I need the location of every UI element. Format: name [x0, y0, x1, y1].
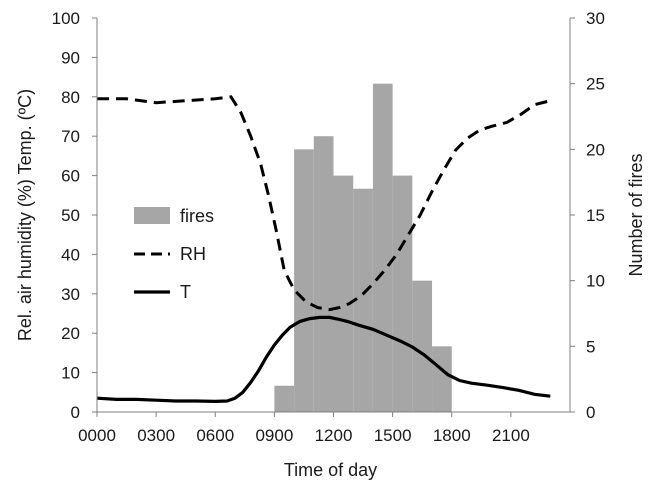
x-tick-label: 0600: [196, 426, 234, 445]
fires-bar: [313, 136, 334, 412]
x-tick-label: 1500: [374, 426, 412, 445]
x-tick-label: 0300: [137, 426, 175, 445]
left-y-tick-label: 80: [61, 88, 80, 107]
legend: fires RH T: [134, 206, 214, 302]
fires-bar: [294, 149, 314, 413]
right-y-tick-label: 25: [586, 75, 605, 94]
x-axis-title: Time of day: [284, 460, 377, 480]
right-y-tick-label: 20: [586, 140, 605, 159]
axes: 0 10 20 30 40 50 60 70 80 90 100 0 5 10 15 20 25 30 0000 03…: [52, 9, 605, 445]
right-y-tick-label: 5: [586, 337, 595, 356]
x-tick-label: 2100: [492, 426, 530, 445]
legend-label-rh: RH: [180, 244, 206, 264]
fires-bar: [392, 175, 413, 412]
fires-bar: [432, 346, 452, 412]
legend-label-fires: fires: [180, 206, 214, 226]
left-y-tick-label: 100: [52, 9, 80, 28]
fires-bar: [412, 280, 433, 412]
right-y-tick-label: 10: [586, 272, 605, 291]
left-y-tick-label: 10: [61, 364, 80, 383]
legend-label-t: T: [180, 282, 191, 302]
fires-bar: [333, 175, 354, 412]
left-y-tick-label: 30: [61, 285, 80, 304]
rh-series-line: [97, 95, 551, 312]
left-y-tick-label: 50: [61, 206, 80, 225]
t-series-line: [96, 315, 551, 404]
right-y-axis-title: Number of fires: [626, 153, 646, 276]
fires-bars: [274, 83, 452, 413]
fires-bar: [353, 188, 373, 412]
x-tick-label: 0900: [255, 426, 293, 445]
right-y-tick-label: 30: [586, 9, 605, 28]
fires-bar: [274, 385, 295, 412]
x-tick-label: 0000: [78, 426, 116, 445]
left-y-tick-label: 60: [61, 167, 80, 186]
x-tick-label: 1800: [433, 426, 471, 445]
right-y-tick-label: 0: [586, 403, 595, 422]
right-y-tick-label: 15: [586, 206, 605, 225]
left-y-axis-title: Rel. air humidity (%) Temp. (ºC): [15, 89, 35, 341]
legend-fires-swatch: [134, 207, 170, 224]
left-y-tick-label: 20: [61, 324, 80, 343]
x-tick-label: 1200: [315, 426, 353, 445]
fires-bar: [372, 83, 393, 413]
left-y-tick-label: 0: [71, 403, 80, 422]
left-y-tick-label: 90: [61, 48, 80, 67]
left-y-tick-label: 70: [61, 127, 80, 146]
left-y-tick-label: 40: [61, 245, 80, 264]
